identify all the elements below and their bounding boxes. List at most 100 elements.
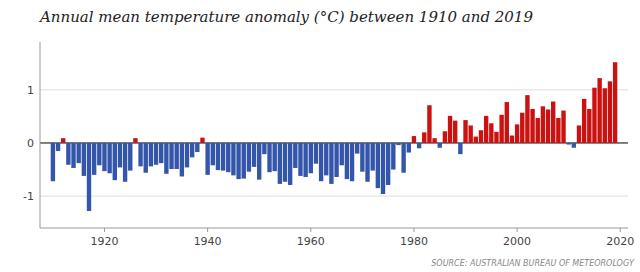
bar: [92, 143, 96, 175]
bar: [51, 143, 55, 181]
bar: [242, 143, 246, 179]
source-note: SOURCE: AUSTRALIAN BUREAU OF METEOROLOGY: [431, 259, 635, 268]
bar: [180, 143, 184, 176]
bar: [407, 143, 411, 153]
bar: [530, 109, 534, 143]
bar: [303, 143, 307, 177]
y-tick-label: 0: [27, 137, 34, 150]
bar: [597, 78, 601, 143]
bar: [474, 137, 478, 143]
bar: [61, 138, 65, 143]
bar: [370, 143, 374, 171]
bar: [463, 120, 467, 143]
bar: [438, 143, 442, 148]
bar: [113, 143, 117, 180]
bar: [422, 132, 426, 143]
bar: [386, 143, 390, 185]
bar: [56, 143, 60, 151]
bar: [185, 143, 189, 167]
bar: [556, 118, 560, 143]
bar: [551, 102, 555, 143]
bar: [283, 143, 287, 182]
bar: [510, 136, 514, 143]
bar: [247, 143, 251, 172]
bar: [82, 143, 86, 176]
bar: [396, 143, 400, 145]
y-tick-label: -1: [23, 190, 34, 203]
y-tick-label: 1: [27, 84, 34, 97]
bar: [520, 113, 524, 143]
x-tick-label: 2000: [503, 235, 531, 248]
bar: [107, 143, 111, 173]
bar: [216, 143, 220, 170]
bar: [334, 143, 338, 177]
bar: [489, 123, 493, 143]
bar: [360, 143, 364, 172]
bar: [298, 143, 302, 176]
bar: [87, 143, 91, 211]
bar: [468, 125, 472, 143]
bar: [262, 143, 266, 154]
x-tick: [620, 228, 621, 232]
bar: [133, 138, 137, 143]
bar: [494, 132, 498, 143]
bar: [443, 131, 447, 143]
bar: [128, 143, 132, 171]
bar: [525, 95, 529, 143]
bar: [401, 143, 405, 173]
x-tick: [413, 228, 414, 232]
x-axis-line: [40, 228, 628, 229]
bar: [515, 124, 519, 143]
bar: [376, 143, 380, 188]
bar: [561, 111, 565, 143]
bar: [340, 143, 344, 165]
bar: [236, 143, 240, 179]
bar: [499, 115, 503, 143]
bar: [572, 143, 576, 148]
bar: [257, 143, 261, 180]
bar: [613, 62, 617, 143]
bar: [174, 143, 178, 169]
x-tick-label: 1960: [297, 235, 325, 248]
bar: [76, 143, 80, 163]
x-tick-label: 1980: [400, 235, 428, 248]
bar: [603, 88, 607, 143]
bar: [350, 143, 354, 181]
bar: [252, 143, 256, 167]
y-axis-line: [40, 42, 41, 228]
bar: [144, 143, 148, 173]
bar: [123, 143, 127, 182]
grid-line: [40, 196, 628, 197]
bar: [365, 143, 369, 182]
title: Annual mean temperature anomaly (°C) bet…: [38, 8, 533, 26]
bar: [205, 143, 209, 175]
bar: [582, 99, 586, 143]
bars: [51, 62, 618, 211]
bar: [577, 125, 581, 143]
bar: [324, 143, 328, 175]
bar: [314, 143, 318, 164]
bar: [211, 143, 215, 165]
x-tick-label: 1920: [90, 235, 118, 248]
bar: [195, 143, 199, 152]
bar: [608, 81, 612, 143]
bar: [587, 109, 591, 143]
x-tick: [310, 228, 311, 232]
x-tick-label: 2020: [606, 235, 634, 248]
bar: [458, 143, 462, 154]
bar: [448, 116, 452, 143]
bar: [267, 143, 271, 172]
bar: [541, 106, 545, 143]
bar: [221, 143, 225, 171]
grid-line: [40, 89, 628, 90]
x-tick-label: 1940: [194, 235, 222, 248]
bar: [345, 143, 349, 179]
bar: [427, 105, 431, 143]
bar: [355, 143, 359, 154]
bar: [319, 143, 323, 181]
bar: [329, 143, 333, 184]
bar: [169, 143, 173, 169]
bar: [479, 130, 483, 143]
bar: [592, 88, 596, 143]
bar: [118, 143, 122, 167]
